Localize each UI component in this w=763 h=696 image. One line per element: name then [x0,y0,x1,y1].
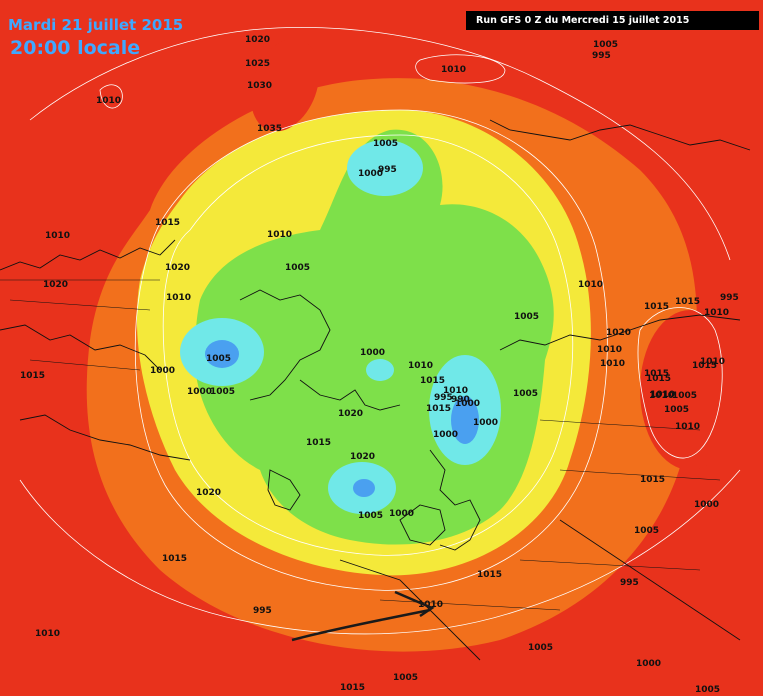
pressure-label: 1005 [513,389,538,399]
pressure-label: 1000 [187,387,212,397]
pressure-label: 1015 [306,438,331,448]
pressure-label: 1010 [649,391,674,401]
pressure-label: 1000 [360,348,385,358]
pressure-label: 995 [253,606,272,616]
pressure-label: 1015 [477,570,502,580]
pressure-label: 1005 [393,673,418,683]
pressure-label: 1005 [285,263,310,273]
pressure-label: 1010 [597,345,622,355]
model-run-label: Run GFS 0 Z du Mercredi 15 juillet 2015 [466,11,759,30]
pressure-label: 1015 [644,369,669,379]
pressure-label: 1005 [514,312,539,322]
pressure-label: 1005 [358,511,383,521]
pressure-label: 1020 [338,409,363,419]
pressure-label: 1010 [418,600,443,610]
pressure-label: 1015 [646,374,671,384]
pressure-label: 1015 [155,218,180,228]
pressure-label: 1005 [672,391,697,401]
pressure-label: 1000 [636,659,661,669]
pressure-label: 1010 [578,280,603,290]
forecast-date: Mardi 21 juillet 2015 [8,16,184,34]
pressure-label: 1020 [165,263,190,273]
pressure-label: 990 [451,395,470,405]
pressure-label: 995 [378,165,397,175]
pressure-label: 1005 [528,643,553,653]
coastlines [0,119,751,661]
pressure-label: 1015 [420,376,445,386]
pressure-label: 1005 [210,387,235,397]
pressure-label: 1010 [600,359,625,369]
pressure-label: 995 [620,578,639,588]
pressure-label: 1010 [704,308,729,318]
pressure-labels: 1020102510301035101010059951005100099510… [20,35,739,695]
pressure-label: 1010 [650,390,675,400]
pressure-label: 1010 [675,422,700,432]
pressure-label: 1005 [634,526,659,536]
pressure-label: 1005 [695,685,720,695]
pressure-label: 1005 [593,40,618,50]
pressure-label: 1020 [43,280,68,290]
pressure-label: 1030 [247,81,272,91]
pressure-label: 995 [592,51,611,61]
pressure-label: 1020 [350,452,375,462]
isobar-lines [19,27,741,635]
pressure-label: 1015 [426,404,451,414]
pressure-label: 1010 [267,230,292,240]
pressure-label: 1015 [162,554,187,564]
pressure-label: 1000 [473,418,498,428]
pressure-label: 995 [720,293,739,303]
pressure-label: 1035 [257,124,282,134]
pressure-label: 1005 [373,139,398,149]
pressure-label: 1010 [35,629,60,639]
pressure-label: 1010 [45,231,70,241]
pressure-label: 1020 [606,328,631,338]
pressure-label: 1000 [150,366,175,376]
pressure-label: 1015 [340,683,365,693]
annotation-arrow [291,590,435,642]
pressure-label: 1010 [700,357,725,367]
borders [0,279,721,611]
pressure-label: 1010 [443,386,468,396]
pressure-label: 1020 [196,488,221,498]
forecast-time: 20:00 locale [10,37,141,59]
pressure-label: 1000 [694,500,719,510]
pressure-label: 1000 [433,430,458,440]
pressure-label: 1005 [664,405,689,415]
pressure-label: 995 [434,393,453,403]
pressure-label: 1025 [245,59,270,69]
pressure-label: 1005 [206,354,231,364]
pressure-label: 1015 [692,361,717,371]
pressure-label: 1015 [675,297,700,307]
pressure-label: 1010 [96,96,121,106]
pressure-label: 1000 [455,399,480,409]
pressure-label: 1020 [245,35,270,45]
pressure-label: 1015 [644,302,669,312]
pressure-label: 1000 [389,509,414,519]
pressure-label: 1015 [20,371,45,381]
pressure-label: 1010 [166,293,191,303]
pressure-label: 1010 [408,361,433,371]
pressure-label: 1010 [441,65,466,75]
pressure-label: 1015 [640,475,665,485]
pressure-label: 1000 [358,169,383,179]
